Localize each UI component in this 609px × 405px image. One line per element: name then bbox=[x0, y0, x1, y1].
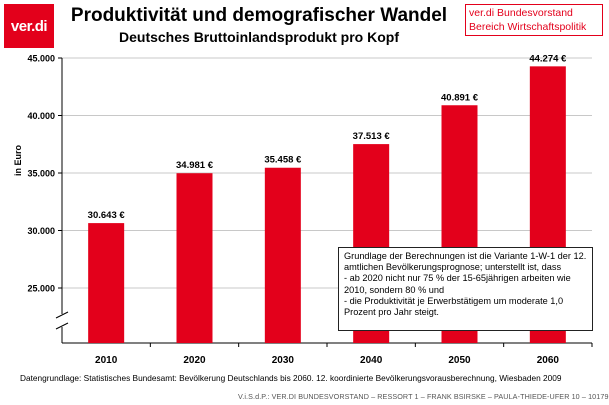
y-axis-label: in Euro bbox=[13, 144, 23, 176]
bar-2030 bbox=[264, 167, 301, 343]
value-label-2060: 44.274 € bbox=[529, 53, 567, 64]
value-label-2020: 34.981 € bbox=[176, 160, 214, 171]
x-tick-label-2010: 2010 bbox=[95, 355, 118, 366]
axis-break-mark bbox=[55, 311, 69, 330]
y-tick-label: 25.000 bbox=[27, 284, 55, 294]
chart-title: Produktivität und demografischer Wandel bbox=[70, 5, 448, 26]
value-label-2050: 40.891 € bbox=[441, 92, 479, 103]
org-line-1: ver.di Bundesvorstand bbox=[469, 7, 573, 19]
y-tick-label: 35.000 bbox=[27, 169, 55, 179]
bar-2010 bbox=[88, 223, 125, 343]
data-source: Datengrundlage: Statistisches Bundesamt:… bbox=[20, 373, 562, 383]
y-tick-label: 30.000 bbox=[27, 226, 55, 236]
assumption-note: Grundlage der Berechnungen ist die Varia… bbox=[338, 247, 593, 331]
org-box: ver.di Bundesvorstand Bereich Wirtschaft… bbox=[465, 4, 603, 36]
imprint-footer: V.i.S.d.P.: VER.DI BUNDESVORSTAND – RESS… bbox=[238, 392, 609, 401]
org-line-2: Bereich Wirtschaftspolitik bbox=[469, 21, 587, 33]
x-tick-label-2040: 2040 bbox=[360, 355, 383, 366]
y-tick-label: 40.000 bbox=[27, 111, 55, 121]
chart-subtitle: Deutsches Bruttoinlandsprodukt pro Kopf bbox=[119, 29, 399, 45]
value-label-2040: 37.513 € bbox=[353, 131, 391, 142]
x-tick-label-2020: 2020 bbox=[183, 355, 206, 366]
y-tick-label: 45.000 bbox=[27, 54, 55, 64]
x-tick-label-2060: 2060 bbox=[537, 355, 560, 366]
x-tick-label-2050: 2050 bbox=[448, 355, 471, 366]
x-tick-label-2030: 2030 bbox=[272, 355, 295, 366]
value-label-2010: 30.643 € bbox=[88, 210, 126, 221]
bar-2020 bbox=[176, 173, 213, 343]
logo-text: ver.di bbox=[10, 17, 48, 35]
verdi-logo: ver.di bbox=[4, 4, 54, 48]
value-label-2030: 35.458 € bbox=[264, 155, 302, 166]
